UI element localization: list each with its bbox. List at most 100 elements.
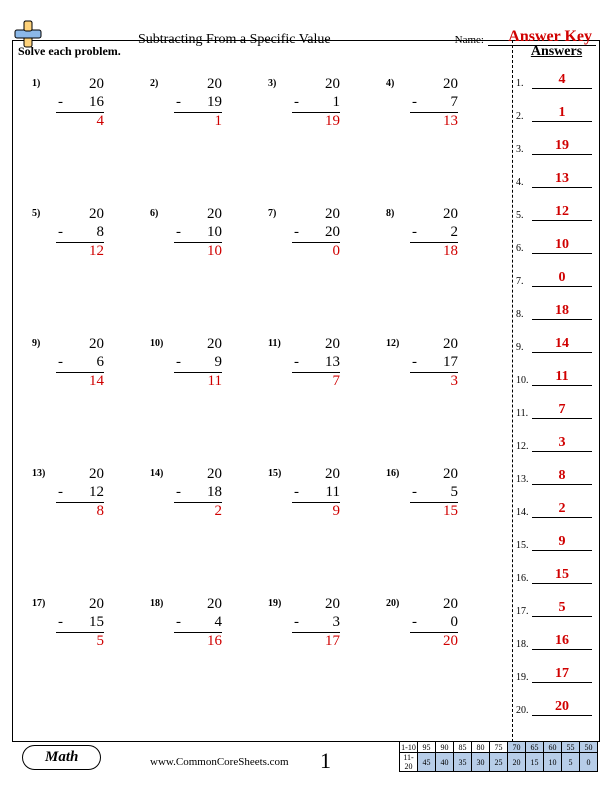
problem-answer: 13 [420,113,458,130]
page-number: 1 [320,748,331,774]
answer-index: 5. [516,210,532,221]
score-cell: 10 [544,753,562,772]
minus-sign: - [176,224,181,241]
minuend: 20 [66,76,104,93]
website-url: www.CommonCoreSheets.com [150,756,289,768]
answer-index: 18. [516,639,532,650]
problem-answer: 5 [66,633,104,650]
score-cell: 35 [454,753,472,772]
minus-sign: - [412,224,417,241]
problem-number: 11) [268,338,281,349]
subtrahend-row: -17 [408,354,458,371]
answer-value: 0 [532,270,592,287]
answer-row: 18.16 [516,631,598,649]
minus-sign: - [58,354,63,371]
answer-value: 14 [532,336,592,353]
problem-answer: 19 [302,113,340,130]
answer-index: 19. [516,672,532,683]
score-cell: 65 [526,742,544,753]
problem-number: 3) [268,78,276,89]
answer-row: 12.3 [516,433,598,451]
score-range-label: 1-10 [400,742,418,753]
answer-row: 6.10 [516,235,598,253]
answer-value: 9 [532,534,592,551]
answer-index: 12. [516,441,532,452]
answer-value: 3 [532,435,592,452]
score-cell: 70 [508,742,526,753]
problem-answer: 16 [184,633,222,650]
minus-sign: - [176,614,181,631]
score-cell: 20 [508,753,526,772]
answer-value: 16 [532,633,592,650]
answer-value: 2 [532,501,592,518]
problem-number: 19) [268,598,281,609]
problem-number: 7) [268,208,276,219]
minus-sign: - [176,94,181,111]
answer-index: 3. [516,144,532,155]
minus-sign: - [294,94,299,111]
score-cell: 40 [436,753,454,772]
answer-value: 10 [532,237,592,254]
score-cell: 75 [490,742,508,753]
minuend: 20 [66,336,104,353]
minus-sign: - [412,484,417,501]
minuend: 20 [302,76,340,93]
minus-sign: - [412,94,417,111]
worksheet-title: Subtracting From a Specific Value [138,32,331,48]
problem-number: 4) [386,78,394,89]
problem-answer: 11 [184,373,222,390]
answer-value: 1 [532,105,592,122]
answer-row: 16.15 [516,565,598,583]
subtrahend-row: -13 [290,354,340,371]
problems-grid: 1)20-1642)20-1913)20-1194)20-7135)20-812… [12,62,512,742]
minuend: 20 [66,206,104,223]
minus-sign: - [294,224,299,241]
instruction-text: Solve each problem. [18,44,121,59]
subtrahend-row: -15 [54,614,104,631]
minus-sign: - [294,484,299,501]
answer-value: 13 [532,171,592,188]
minus-sign: - [176,354,181,371]
answer-row: 3.19 [516,136,598,154]
problem-number: 16) [386,468,399,479]
score-cell: 0 [580,753,598,772]
subtrahend-row: -5 [408,484,458,501]
minus-sign: - [412,614,417,631]
minuend: 20 [66,466,104,483]
score-cell: 60 [544,742,562,753]
minuend: 20 [302,336,340,353]
subtrahend-row: -8 [54,224,104,241]
score-cell: 30 [472,753,490,772]
subject-pill: Math [22,745,101,770]
problem-answer: 18 [420,243,458,260]
answer-index: 8. [516,309,532,320]
answer-index: 10. [516,375,532,386]
score-cell: 55 [562,742,580,753]
answer-value: 17 [532,666,592,683]
answer-row: 20.20 [516,697,598,715]
subtrahend-row: -3 [290,614,340,631]
minus-sign: - [294,354,299,371]
answer-index: 14. [516,507,532,518]
minuend: 20 [420,76,458,93]
subtrahend-row: -18 [172,484,222,501]
minuend: 20 [66,596,104,613]
minus-sign: - [176,484,181,501]
answer-index: 11. [516,408,532,419]
answer-value: 11 [532,369,592,386]
answer-value: 4 [532,72,592,89]
answer-index: 1. [516,78,532,89]
minuend: 20 [302,466,340,483]
minuend: 20 [302,596,340,613]
score-cell: 90 [436,742,454,753]
answer-row: 7.0 [516,268,598,286]
answers-heading: Answers [513,44,600,60]
problem-answer: 20 [420,633,458,650]
problem-number: 8) [386,208,394,219]
minuend: 20 [184,76,222,93]
problem-answer: 15 [420,503,458,520]
answer-value: 12 [532,204,592,221]
footer-bar: Math www.CommonCoreSheets.com 1 1-109590… [0,742,612,792]
problem-number: 2) [150,78,158,89]
answer-row: 5.12 [516,202,598,220]
